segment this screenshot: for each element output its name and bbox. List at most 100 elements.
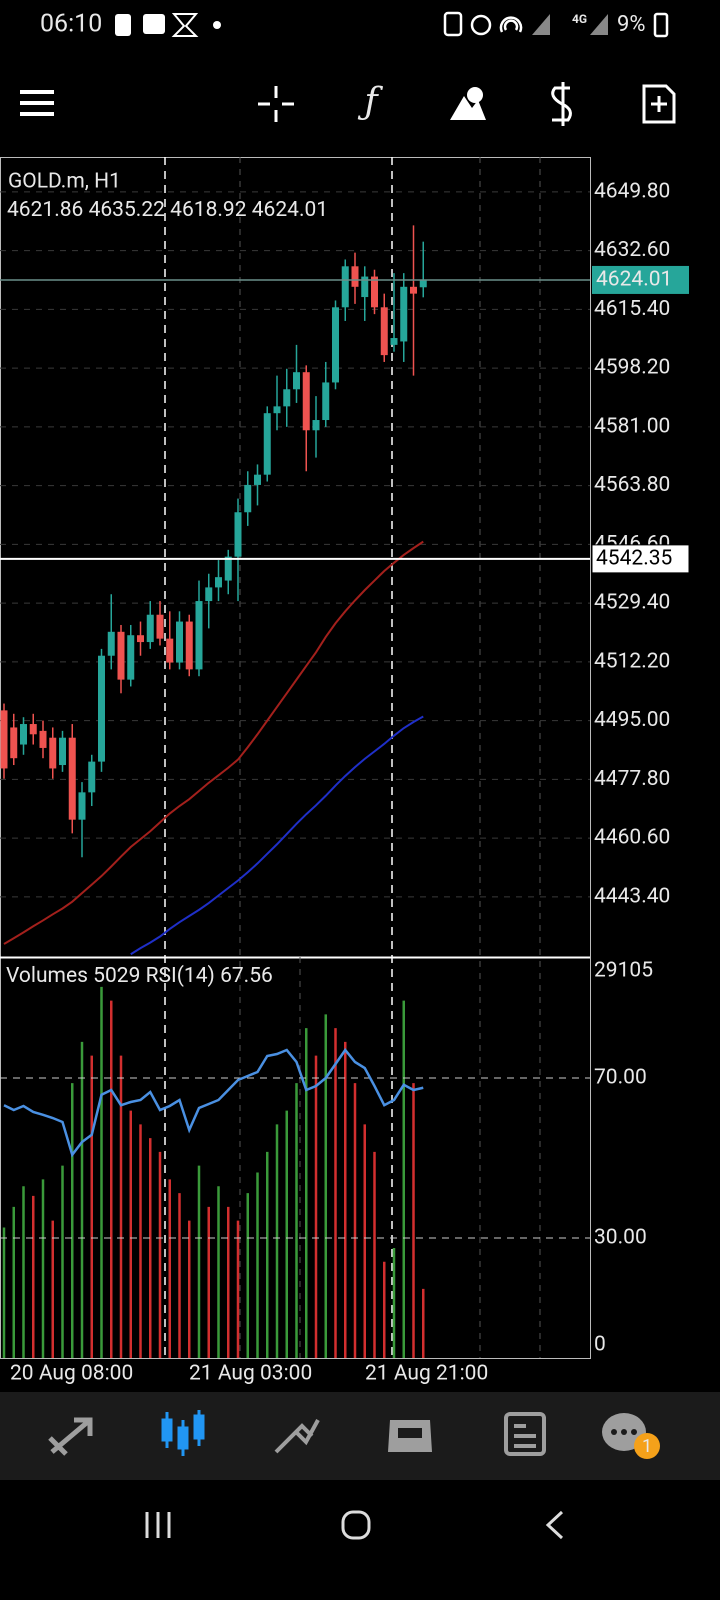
rsi-line (3, 1047, 424, 1158)
candle-body (332, 307, 339, 383)
bottom-nav (0, 1392, 720, 1480)
history-tab[interactable] (388, 1420, 432, 1452)
moving-average-line (3, 540, 424, 945)
candle-body (29, 724, 37, 735)
y-tick-label: 4512.20 (594, 649, 670, 673)
plot: 4649.80 4632.60 4615.40 4598.20 4581.00 4563.… (0, 179, 690, 1358)
candle-body (0, 710, 8, 769)
candle-body (107, 631, 115, 656)
crosshair-button[interactable] (258, 86, 294, 122)
rsi-tick-label: 70.00 (594, 1066, 647, 1090)
indicator-header: Volumes 5029 RSI(14) 67.56 (6, 964, 273, 988)
y-tick-label: 4649.80 (594, 179, 670, 203)
high-value: 4635.22 (89, 198, 166, 222)
x-tick-label: 20 Aug 08:00 (10, 1362, 133, 1386)
y-tick-label: 4581.00 (594, 414, 670, 438)
candle-body (263, 413, 271, 475)
ohlc-header: 4621.86 4635.22 4618.92 4624.01 (7, 198, 328, 222)
candle-body (293, 372, 300, 390)
candle-body (371, 276, 378, 308)
candle-body (215, 577, 222, 588)
price-line-box (591, 544, 690, 574)
y-tick-label: 4460.60 (594, 826, 670, 850)
candle-body (117, 631, 125, 680)
candle-body (156, 614, 164, 639)
candle-body (273, 406, 281, 414)
symbol-title: GOLD.m, H1 (8, 170, 121, 194)
candle-body (10, 727, 18, 759)
trade-button[interactable] (551, 82, 572, 126)
clock: 06:10 (40, 10, 102, 39)
candle-body (234, 512, 242, 557)
volume-label: Volumes (6, 964, 88, 988)
candle-body (380, 307, 388, 356)
candle-body (68, 737, 76, 820)
moving-average-line (130, 715, 424, 956)
status-icons-left (115, 13, 221, 37)
volume-value: 5029 (93, 964, 140, 988)
candle-body (195, 601, 203, 670)
candle-body (127, 635, 135, 680)
candle-body (59, 737, 66, 766)
period-separators (164, 157, 393, 1358)
rsi-tick-label: 30.00 (594, 1226, 647, 1250)
y-tick-label: 4495.00 (594, 708, 670, 732)
candle-body (78, 792, 86, 820)
menu-button[interactable] (20, 90, 54, 116)
candle-body (410, 286, 417, 294)
back-button[interactable] (545, 1510, 564, 1540)
candle-body (137, 635, 144, 643)
y-tick-label: 4443.40 (594, 884, 670, 908)
x-tick-label: 21 Aug 21:00 (365, 1362, 488, 1386)
new-order-button[interactable] (642, 84, 676, 124)
battery-level: 9% (617, 12, 645, 37)
badge-count: 1 (642, 1436, 652, 1457)
home-button[interactable] (341, 1510, 371, 1540)
candle-body (361, 276, 369, 298)
y-tick-label: 4598.20 (594, 356, 670, 380)
candle-body (166, 638, 174, 663)
network-type: 4G (572, 12, 587, 26)
candle-body (224, 556, 232, 581)
candle-body (49, 737, 57, 769)
candle-body (39, 730, 47, 748)
trade-tab[interactable] (274, 1419, 320, 1454)
candle-body (341, 266, 349, 308)
y-tick-label: 4529.40 (594, 591, 670, 615)
candle-body (419, 279, 427, 288)
status-icons-right (443, 11, 669, 38)
quotes-tab[interactable] (48, 1417, 93, 1456)
y-tick-label: 4615.40 (594, 297, 670, 321)
candle-body (390, 338, 398, 345)
candle-body (254, 474, 261, 485)
y-tick-label: 4632.60 (594, 238, 670, 262)
candle-body (146, 614, 154, 643)
candle-body (88, 761, 96, 793)
low-value: 4618.92 (170, 198, 247, 222)
candle-body (185, 621, 193, 670)
y-tick-label: 4563.80 (594, 473, 670, 497)
news-tab[interactable] (504, 1412, 546, 1456)
close-value: 4624.01 (252, 198, 328, 222)
objects-button[interactable] (450, 87, 486, 120)
candle-body (400, 286, 408, 342)
current-price-label: 4624.01 (596, 267, 672, 291)
candle-body (98, 655, 105, 762)
x-tick-label: 21 Aug 03:00 (189, 1362, 312, 1386)
candle-body (302, 372, 310, 431)
candle-body (351, 266, 359, 287)
candle-body (244, 484, 252, 513)
open-value: 4621.86 (7, 198, 83, 222)
candle-body (312, 420, 320, 431)
candle-body (205, 587, 213, 602)
badge (634, 1433, 660, 1459)
volume-tick-label: 29105 (594, 959, 653, 983)
current-price-box (592, 265, 689, 294)
candle-body (322, 382, 330, 421)
chart-tab[interactable] (161, 1410, 205, 1456)
price-line-label: 4542.35 (596, 546, 672, 570)
candle-body (176, 621, 183, 663)
candle-body (283, 389, 291, 407)
